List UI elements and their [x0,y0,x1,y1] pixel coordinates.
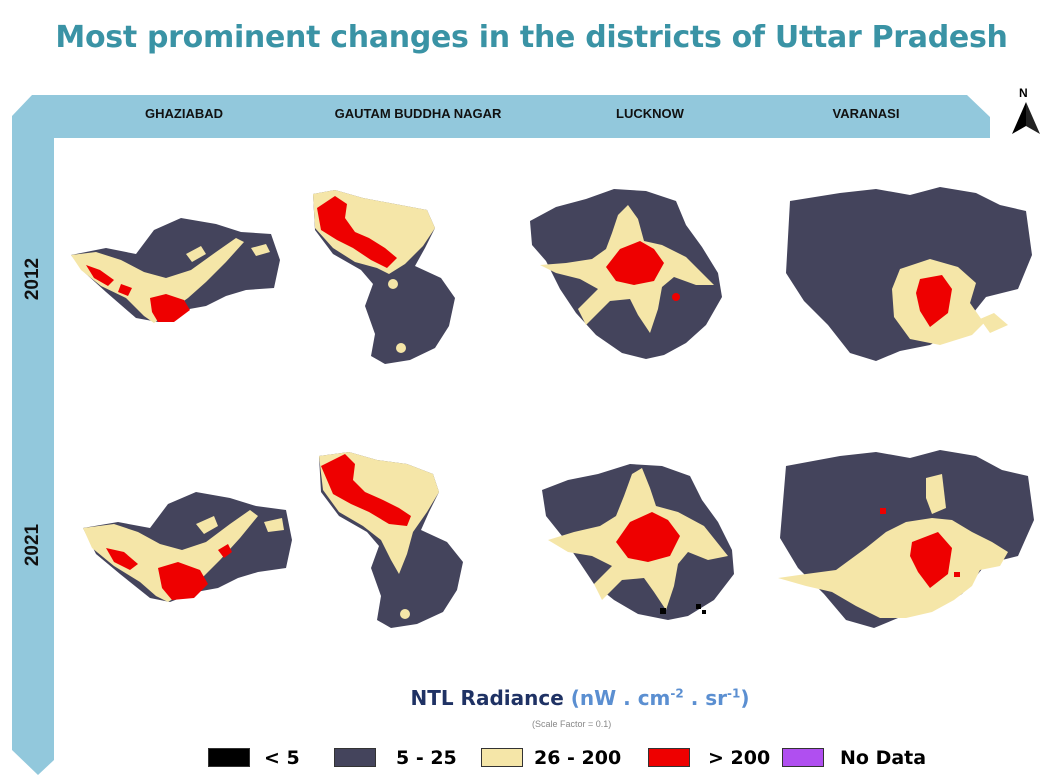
legend-swatch-5-25 [334,748,376,767]
page-title: Most prominent changes in the districts … [55,20,1008,55]
legend-swatch-gt200 [648,748,690,767]
north-arrow-icon [1012,102,1040,134]
map-lucknow-2021 [542,464,734,620]
column-label-ghaziabad: GHAZIABAD [145,106,223,121]
legend-label-lt5: < 5 [264,747,300,769]
legend-label-26-200: 26 - 200 [534,747,622,769]
column-label-gautam-buddha-nagar: GAUTAM BUDDHA NAGAR [334,106,502,121]
legend-title: NTL Radiance (nW . cm-2 . sr-1) [0,686,1063,710]
legend-swatch-lt5 [208,748,250,767]
frame-left-band [12,120,54,775]
map-lucknow-2012 [530,189,722,359]
map-gautam-buddha-nagar-2012 [313,190,455,364]
map-ghaziabad-2021 [83,492,292,602]
legend-unit: (nW . cm-2 . sr-1) [570,686,750,710]
row-label-2021: 2021 [22,523,43,567]
legend-swatch-no-data [782,748,824,767]
column-label-varanasi: VARANASI [832,106,900,121]
legend-label-gt200: > 200 [708,747,771,769]
legend-swatch-26-200 [481,748,523,767]
legend-label-no-data: No Data [840,747,927,769]
map-varanasi-2021 [778,450,1034,628]
legend-title-text: NTL Radiance [410,686,564,710]
map-ghaziabad-2012 [71,218,280,323]
column-label-lucknow: LUCKNOW [616,106,684,121]
map-gautam-buddha-nagar-2021 [319,452,463,628]
north-arrow-label: N [1019,86,1028,100]
row-label-2012: 2012 [22,257,43,301]
frame-top-band [12,95,990,138]
legend-label-5-25: 5 - 25 [396,747,457,769]
map-varanasi-2012 [786,187,1032,361]
scale-factor-note: (Scale Factor = 0.1) [532,719,612,729]
